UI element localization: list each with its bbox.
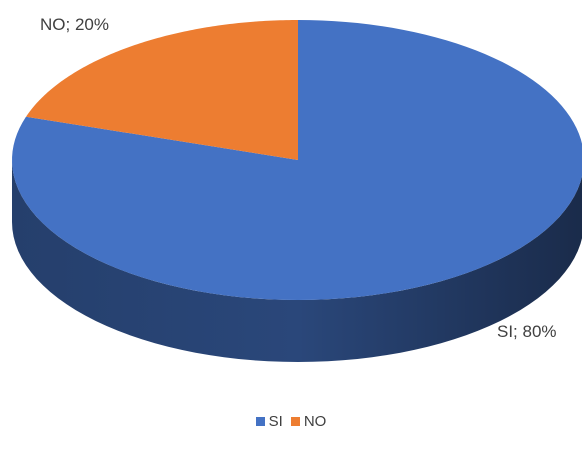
- legend-swatch-si: [255, 417, 265, 426]
- pie-slice-no: [26, 20, 298, 160]
- pie-slice-si: [12, 20, 582, 300]
- legend-item-si: SI: [255, 413, 283, 430]
- legend-label-si: SI: [268, 413, 283, 430]
- pie-side-si: [12, 160, 582, 362]
- data-label-si: SI; 80%: [497, 322, 557, 341]
- data-label-no: NO; 20%: [40, 15, 109, 34]
- legend-item-no: NO: [290, 413, 327, 430]
- legend: SI NO: [0, 413, 582, 430]
- legend-swatch-no: [290, 417, 300, 426]
- legend-label-no: NO: [303, 413, 327, 430]
